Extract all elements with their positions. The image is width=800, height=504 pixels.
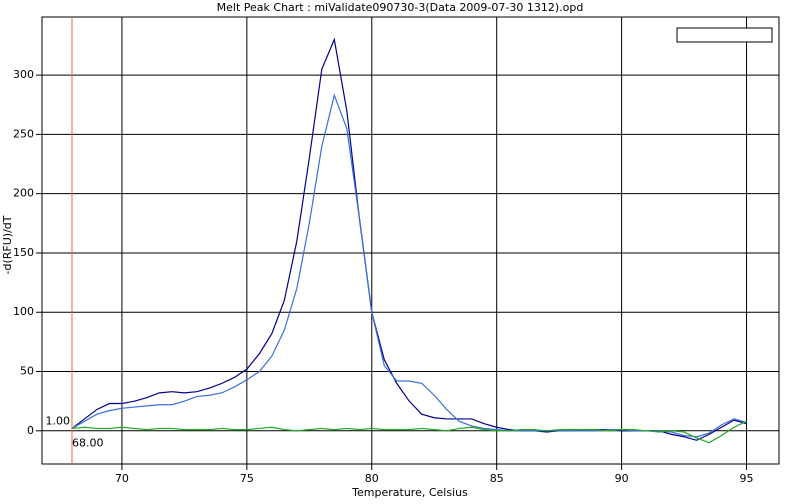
y-tick-label: 100 — [13, 305, 34, 318]
cursor-x-label: 68.00 — [72, 437, 104, 450]
y-tick-label: 0 — [27, 424, 34, 437]
x-axis-label: Temperature, Celsius — [351, 486, 468, 499]
y-tick-label: 300 — [13, 68, 34, 81]
x-tick-label: 90 — [615, 472, 629, 485]
x-tick-label: 85 — [490, 472, 504, 485]
legend-box — [676, 27, 773, 43]
y-tick-label: 250 — [13, 127, 34, 140]
x-tick-label: 95 — [740, 472, 754, 485]
y-tick-label: 200 — [13, 187, 34, 200]
plot-frame — [41, 16, 780, 465]
x-tick-label: 75 — [240, 472, 254, 485]
y-axis-label: -d(RFU)/dT — [1, 215, 14, 274]
cursor-y-label: 1.00 — [45, 415, 70, 428]
series-line — [71, 420, 747, 444]
y-tick-label: 50 — [20, 365, 34, 378]
x-tick-label: 70 — [115, 472, 129, 485]
y-tick-label: 150 — [13, 246, 34, 259]
x-tick-label: 80 — [365, 472, 379, 485]
chart-title: Melt Peak Chart : miValidate090730-3(Dat… — [217, 1, 584, 14]
series-line — [71, 93, 747, 438]
